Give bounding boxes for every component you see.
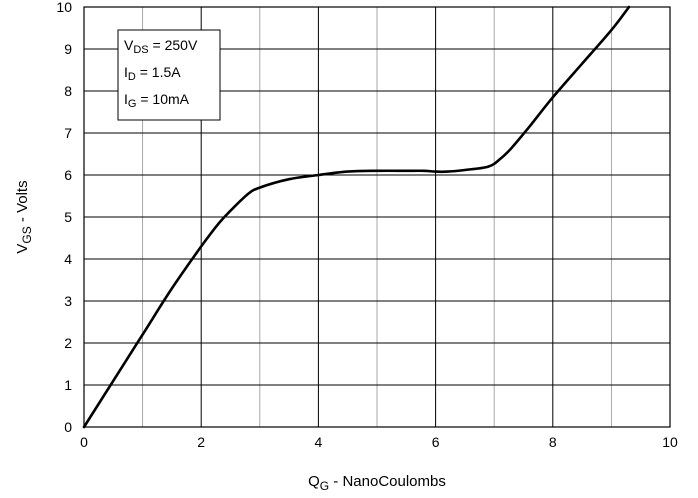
- grid-lines: [84, 7, 670, 427]
- y-tick-label: 2: [64, 335, 72, 351]
- conditions-box-frame: [117, 29, 221, 121]
- y-tick-labels: 0 1 2 3 4 5 6 7 8 9 10: [56, 0, 72, 435]
- plot-frame: [83, 6, 671, 428]
- y-tick-label: 9: [64, 41, 72, 57]
- condition-ig: IG = 10mA: [124, 91, 190, 110]
- x-axis-label: QG - NanoCoulombs: [308, 473, 446, 493]
- gate-charge-curve: [82, 5, 631, 429]
- x-tick-label: 0: [80, 434, 88, 450]
- y-tick-label: 10: [56, 0, 72, 15]
- y-tick-label: 4: [64, 251, 72, 267]
- y-tick-label: 0: [64, 419, 72, 435]
- y-tick-label: 6: [64, 167, 72, 183]
- x-tick-label: 8: [549, 434, 557, 450]
- x-tick-label: 4: [315, 434, 323, 450]
- x-tick-label: 10: [662, 434, 678, 450]
- series-group: [82, 5, 631, 429]
- conditions-box: VDS = 250V ID = 1.5A IG = 10mA: [117, 29, 221, 121]
- y-tick-label: 7: [64, 125, 72, 141]
- y-axis-label: VGS - Volts: [14, 180, 34, 253]
- y-tick-label: 1: [64, 377, 72, 393]
- x-tick-labels: 0 2 4 6 8 10: [80, 434, 678, 450]
- condition-id: ID = 1.5A: [124, 64, 181, 83]
- condition-vds: VDS = 250V: [124, 37, 198, 56]
- y-tick-label: 8: [64, 83, 72, 99]
- x-tick-label: 6: [432, 434, 440, 450]
- y-tick-label: 3: [64, 293, 72, 309]
- y-tick-label: 5: [64, 209, 72, 225]
- x-tick-label: 2: [197, 434, 205, 450]
